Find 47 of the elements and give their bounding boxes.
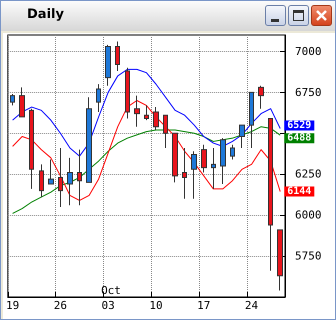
candlestick bbox=[239, 124, 245, 148]
chart-title: Daily bbox=[27, 7, 64, 22]
candlestick bbox=[249, 92, 254, 148]
data-label: 6144 bbox=[287, 186, 312, 198]
candlestick bbox=[258, 85, 264, 110]
candlestick bbox=[220, 138, 226, 185]
x-tick-label: 10 bbox=[149, 299, 163, 312]
candlestick bbox=[105, 44, 111, 86]
annotation: Oct bbox=[101, 284, 121, 297]
line-series bbox=[12, 126, 281, 214]
candlestick bbox=[39, 164, 44, 198]
x-tick-label: 17 bbox=[197, 299, 210, 312]
data-label: 6488 bbox=[287, 132, 312, 144]
candlestick bbox=[96, 84, 101, 112]
x-tick-label: 19 bbox=[6, 299, 20, 312]
x-tick-label: 24 bbox=[244, 299, 259, 312]
x-tick-label: 03 bbox=[102, 299, 115, 312]
candlestick bbox=[230, 144, 235, 160]
candlestick bbox=[115, 41, 120, 72]
candlestick bbox=[125, 67, 130, 120]
y-tick-label: 7000 bbox=[295, 44, 322, 58]
y-tick-label: 6750 bbox=[295, 86, 322, 99]
candlestick bbox=[144, 104, 149, 121]
candlestick bbox=[268, 118, 273, 272]
line-series bbox=[12, 100, 281, 201]
line-series bbox=[12, 68, 281, 157]
candlestick bbox=[67, 157, 73, 206]
candlestick bbox=[211, 147, 216, 190]
x-tick-label: 26 bbox=[54, 299, 68, 312]
candlestick bbox=[86, 96, 92, 183]
candlestick bbox=[163, 114, 168, 148]
candlestick bbox=[134, 95, 140, 128]
candlestick bbox=[77, 149, 82, 206]
candlestick bbox=[58, 147, 63, 208]
candlestick bbox=[182, 147, 187, 200]
candlestick bbox=[153, 106, 159, 130]
candlestick bbox=[172, 132, 178, 183]
y-tick-label: 6250 bbox=[295, 168, 322, 181]
candlestick bbox=[29, 108, 34, 190]
y-tick-label: 5750 bbox=[295, 250, 322, 263]
candlestick bbox=[191, 150, 197, 200]
data-label: 6529 bbox=[287, 120, 312, 131]
y-tick-label: 6000 bbox=[295, 208, 322, 222]
candlestick bbox=[201, 144, 207, 174]
candlestick bbox=[19, 86, 25, 118]
candlestick bbox=[10, 93, 15, 106]
candlestick bbox=[48, 158, 54, 185]
